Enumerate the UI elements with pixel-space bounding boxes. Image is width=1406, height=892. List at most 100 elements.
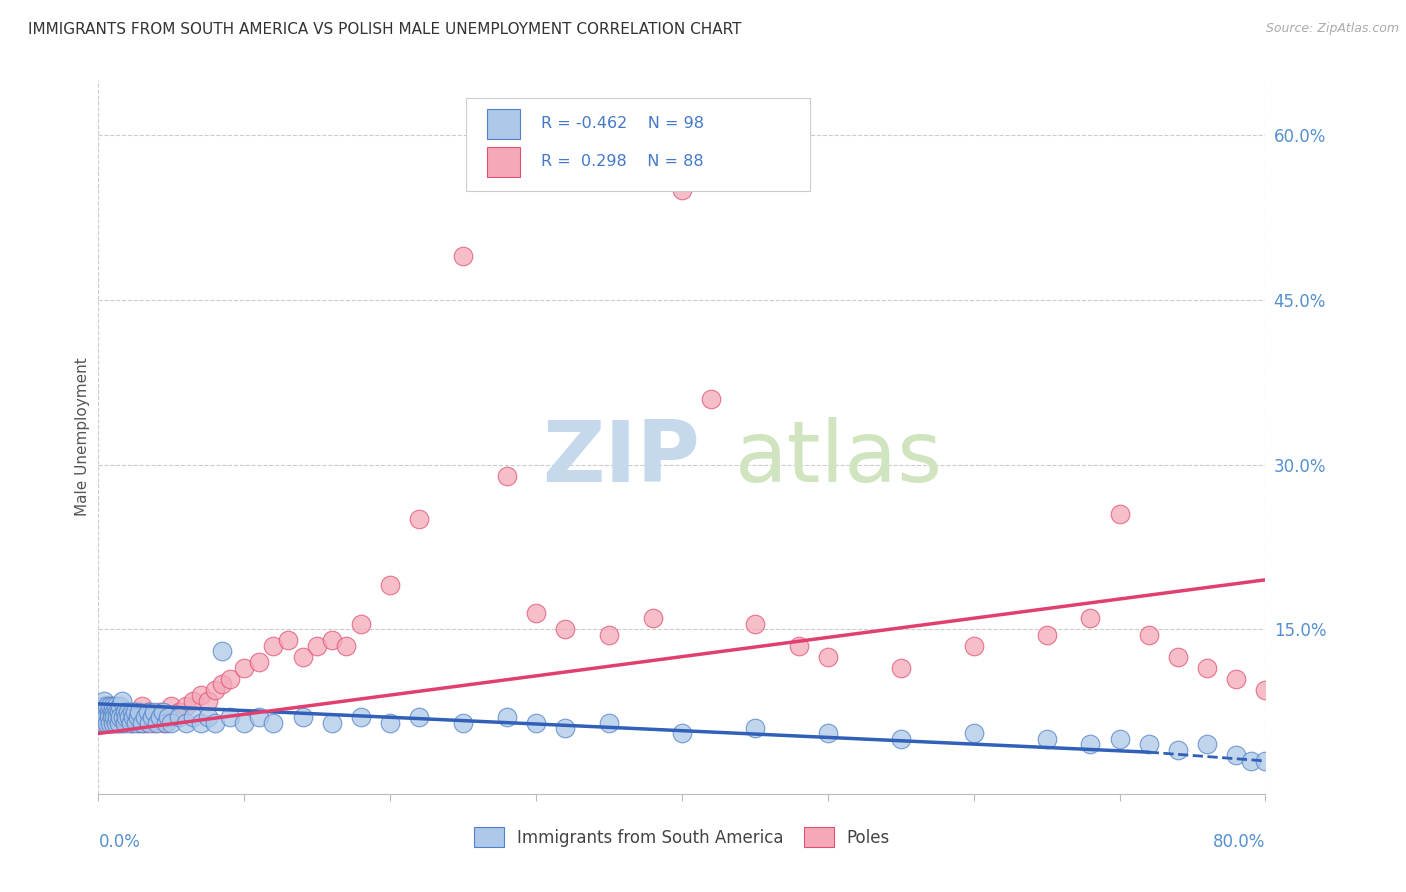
Point [127,710,149,724]
Point [121,705,143,719]
Point [128,715,150,730]
Point [94,705,117,719]
Point [233,660,256,674]
Point [962,726,984,740]
Point [1108,731,1130,746]
Point [96,715,118,730]
Point [146,715,169,730]
Point [103,705,125,719]
Point [262,715,284,730]
Y-axis label: Male Unemployment: Male Unemployment [75,358,90,516]
Point [111,693,134,707]
Point [98,715,121,730]
Text: 80.0%: 80.0% [1213,833,1265,851]
Point [100,710,122,724]
Point [97,705,120,719]
Point [1254,682,1277,697]
Point [155,715,177,730]
Point [134,715,156,730]
Point [125,715,148,730]
Point [114,715,136,730]
Point [181,693,204,707]
Point [495,710,517,724]
Point [321,633,343,648]
Point [122,705,145,719]
Point [101,699,124,714]
Point [105,705,128,719]
Point [204,715,226,730]
Point [451,715,474,730]
Point [138,705,160,719]
Text: ZIP: ZIP [541,417,700,500]
Point [671,726,693,740]
Point [97,705,120,719]
Point [152,705,174,719]
Point [1167,743,1189,757]
Point [181,710,204,724]
Point [204,682,226,697]
Point [90,710,112,724]
Point [641,611,664,625]
Point [111,705,134,719]
Point [98,699,121,714]
Point [787,639,810,653]
Point [104,715,127,730]
Point [112,710,135,724]
Point [100,710,122,724]
Point [131,699,153,714]
Point [146,710,169,724]
Point [817,649,839,664]
Point [91,715,114,730]
Point [233,715,256,730]
Point [93,699,115,714]
Point [1254,754,1277,768]
Point [307,639,329,653]
Point [350,710,373,724]
Point [598,715,620,730]
Point [142,705,165,719]
Point [90,705,112,719]
Point [1080,738,1102,752]
Point [174,715,197,730]
Point [138,715,160,730]
Point [128,705,150,719]
Point [495,468,517,483]
Point [1312,660,1334,674]
Point [197,693,219,707]
Point [105,705,128,719]
Point [408,710,430,724]
Point [97,715,120,730]
Text: R =  0.298    N = 88: R = 0.298 N = 88 [541,154,703,169]
Point [211,644,233,658]
Point [112,715,135,730]
Point [174,699,197,714]
Point [125,710,148,724]
Point [598,628,620,642]
Point [554,622,576,636]
Point [247,710,270,724]
Point [94,705,117,719]
Point [103,710,125,724]
Point [190,688,212,702]
Legend: Immigrants from South America, Poles: Immigrants from South America, Poles [467,821,897,854]
Point [1225,672,1247,686]
Point [408,512,430,526]
Point [142,715,165,730]
Text: R = -0.462    N = 98: R = -0.462 N = 98 [541,116,704,131]
Point [91,710,114,724]
Point [1225,748,1247,763]
Point [1035,731,1057,746]
Point [1400,682,1406,697]
Point [108,705,131,719]
Point [103,715,125,730]
Point [700,392,723,406]
Point [321,715,343,730]
Point [160,699,183,714]
Point [94,710,117,724]
Point [167,710,190,724]
Bar [486,109,520,139]
Point [101,705,124,719]
Point [744,616,766,631]
Point [93,693,115,707]
Point [1137,628,1160,642]
